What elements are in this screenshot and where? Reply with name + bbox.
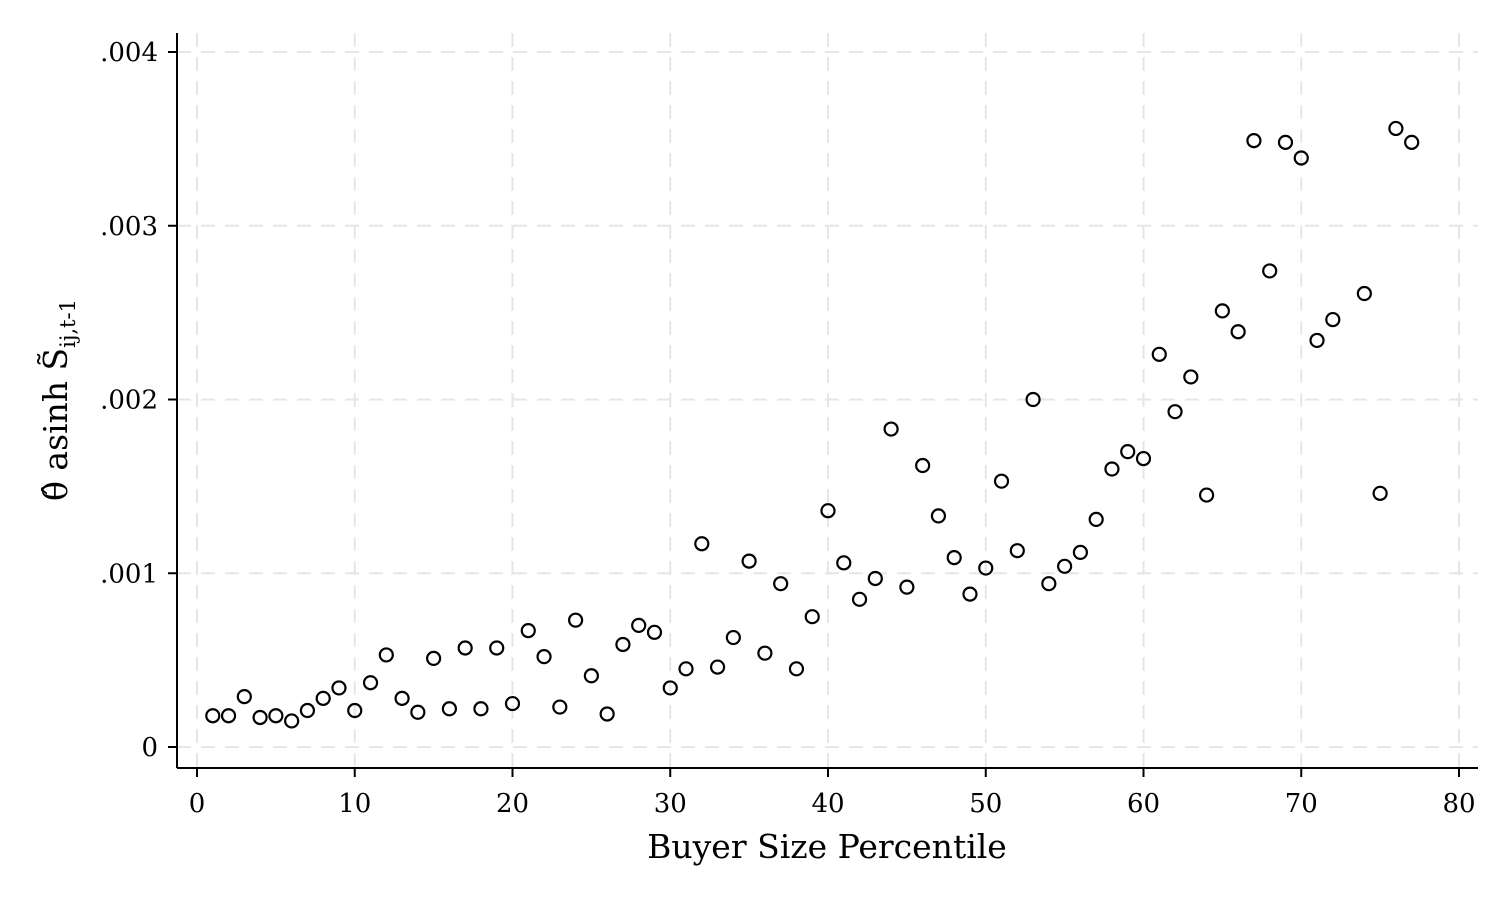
data-point bbox=[299, 702, 316, 719]
data-point bbox=[867, 570, 883, 587]
data-point bbox=[851, 591, 868, 607]
data-point bbox=[757, 645, 773, 661]
y-axis-title: θ̂ asinh S̃ij,t-1 bbox=[36, 299, 80, 501]
data-point bbox=[473, 701, 489, 717]
data-point bbox=[489, 640, 505, 656]
data-point bbox=[1325, 311, 1341, 328]
data-point bbox=[1167, 404, 1183, 420]
data-points bbox=[205, 120, 1420, 729]
data-point bbox=[694, 536, 710, 552]
data-point bbox=[441, 701, 457, 717]
data-point bbox=[978, 560, 994, 576]
data-point bbox=[725, 629, 741, 646]
data-point bbox=[410, 704, 426, 720]
data-point bbox=[773, 576, 789, 592]
data-point bbox=[1041, 576, 1057, 592]
data-point bbox=[836, 555, 852, 571]
x-tick-label: 70 bbox=[1285, 789, 1318, 819]
data-point bbox=[1198, 487, 1215, 503]
data-point bbox=[1277, 134, 1294, 150]
data-point bbox=[709, 659, 726, 675]
data-point bbox=[1309, 332, 1325, 349]
x-tick-label: 30 bbox=[654, 789, 687, 819]
data-point bbox=[741, 553, 757, 569]
x-tick-label: 20 bbox=[496, 789, 529, 819]
data-point bbox=[646, 624, 663, 640]
data-point bbox=[457, 640, 473, 656]
data-point bbox=[1356, 285, 1372, 302]
data-point bbox=[252, 709, 268, 726]
y-axis-ticks: 0 .001 .002 .003 .004 bbox=[100, 38, 177, 763]
data-point bbox=[536, 649, 552, 665]
data-point bbox=[993, 473, 1010, 489]
data-point bbox=[1214, 303, 1230, 319]
y-axis-title-main: θ̂ asinh S̃ bbox=[36, 348, 75, 501]
x-tick-label: 80 bbox=[1442, 789, 1475, 819]
data-point bbox=[1388, 120, 1404, 137]
data-point bbox=[1183, 369, 1199, 385]
data-point bbox=[394, 690, 410, 706]
data-point bbox=[962, 586, 978, 602]
data-point bbox=[1088, 511, 1104, 527]
data-point bbox=[426, 650, 442, 666]
data-point bbox=[1120, 444, 1136, 460]
data-point bbox=[1230, 324, 1246, 340]
data-point bbox=[284, 713, 300, 729]
data-point bbox=[615, 636, 631, 653]
data-point bbox=[220, 708, 237, 724]
data-point bbox=[583, 668, 599, 684]
data-point bbox=[899, 579, 915, 595]
data-point bbox=[678, 661, 694, 677]
grid-lines bbox=[177, 33, 1478, 768]
data-point bbox=[1009, 543, 1025, 559]
data-point bbox=[315, 690, 331, 706]
data-point bbox=[820, 503, 836, 519]
data-point bbox=[520, 622, 536, 639]
data-point bbox=[883, 421, 899, 437]
y-axis-title-subscript: ij,t-1 bbox=[56, 299, 80, 348]
data-point bbox=[1135, 450, 1152, 467]
data-point bbox=[552, 699, 568, 715]
data-point bbox=[599, 706, 615, 722]
x-axis-ticks: 0 10 20 30 40 50 60 70 80 bbox=[189, 768, 1476, 819]
data-point bbox=[567, 612, 584, 628]
data-point bbox=[331, 680, 347, 696]
data-point bbox=[1262, 263, 1278, 279]
data-point bbox=[1404, 134, 1420, 150]
y-tick-label: .003 bbox=[100, 212, 158, 242]
data-point bbox=[1372, 485, 1388, 501]
data-point bbox=[205, 708, 221, 724]
data-point bbox=[915, 457, 931, 474]
data-point bbox=[1151, 346, 1167, 362]
data-point bbox=[268, 708, 284, 724]
data-point bbox=[1104, 461, 1120, 477]
x-tick-label: 10 bbox=[338, 789, 371, 819]
data-point bbox=[378, 647, 394, 663]
data-point bbox=[788, 661, 805, 677]
x-tick-label: 40 bbox=[811, 789, 844, 819]
data-point bbox=[504, 695, 521, 712]
data-point bbox=[631, 617, 647, 633]
data-point bbox=[946, 550, 962, 566]
y-tick-label: 0 bbox=[141, 733, 158, 763]
data-point bbox=[804, 609, 820, 625]
x-tick-label: 50 bbox=[969, 789, 1002, 819]
data-point bbox=[362, 675, 379, 691]
data-point bbox=[1025, 391, 1041, 408]
data-point bbox=[930, 508, 947, 524]
data-point bbox=[1057, 558, 1073, 574]
x-tick-label: 0 bbox=[189, 789, 206, 819]
y-tick-label: .001 bbox=[100, 559, 158, 589]
data-point bbox=[662, 680, 678, 696]
data-point bbox=[236, 689, 252, 705]
x-axis-title: Buyer Size Percentile bbox=[647, 827, 1007, 866]
x-tick-label: 60 bbox=[1127, 789, 1160, 819]
data-point bbox=[1293, 150, 1309, 166]
data-point bbox=[1246, 133, 1262, 149]
y-tick-label: .004 bbox=[100, 38, 158, 68]
y-tick-label: .002 bbox=[100, 386, 158, 416]
data-point bbox=[347, 702, 363, 719]
data-point bbox=[1072, 544, 1089, 561]
